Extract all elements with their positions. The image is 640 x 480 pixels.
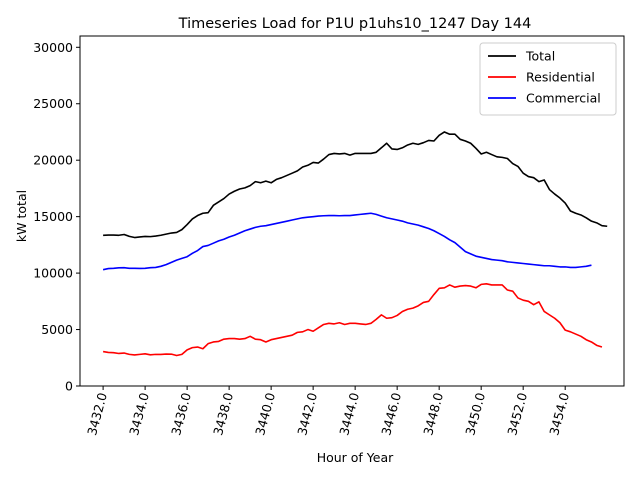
- plot-frame: [79, 35, 625, 387]
- legend-label-total: Total: [525, 49, 555, 64]
- series-layer: [102, 131, 608, 357]
- y-tick-label: 0: [65, 379, 73, 394]
- y-tick-label: 20000: [33, 153, 73, 168]
- y-tick-label: 25000: [33, 96, 73, 111]
- legend-label-residential: Residential: [526, 70, 595, 85]
- y-tick-label: 5000: [41, 322, 73, 337]
- x-axis-label: Hour of Year: [317, 450, 394, 465]
- y-axis-ticks: 0 5000 10000 15000 20000 25000 30000: [33, 40, 80, 394]
- legend: Total Residential Commercial: [479, 42, 617, 116]
- legend-label-commercial: Commercial: [526, 91, 601, 106]
- series-line-residential: [102, 283, 603, 357]
- series-line-commercial: [102, 212, 592, 271]
- y-axis-label: kW total: [14, 190, 29, 242]
- y-tick-label: 30000: [33, 40, 73, 55]
- y-tick-label: 15000: [33, 209, 73, 224]
- y-tick-label: 10000: [33, 266, 73, 281]
- legend-box: [479, 42, 617, 116]
- chart-title: Timeseries Load for P1U p1uhs10_1247 Day…: [178, 16, 532, 32]
- series-line-total: [103, 131, 608, 239]
